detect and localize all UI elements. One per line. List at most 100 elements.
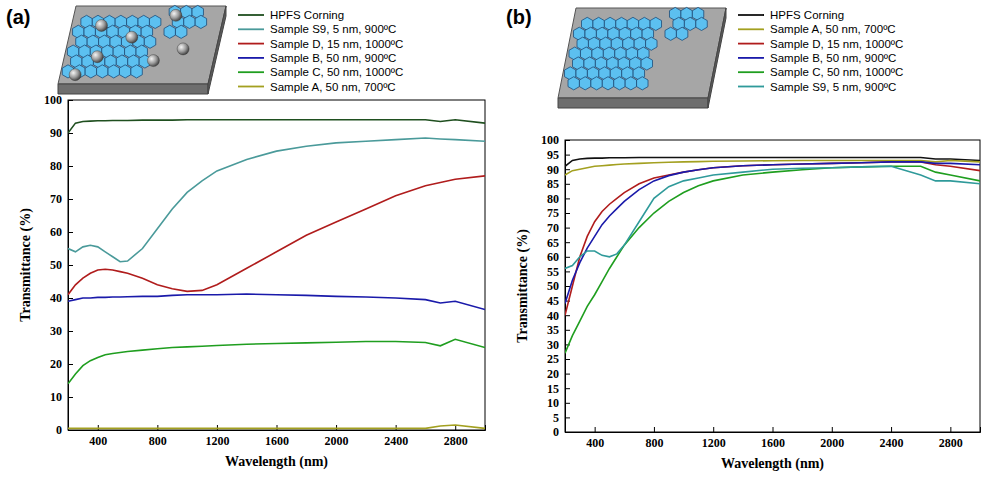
- y-tick: 95: [547, 148, 570, 162]
- y-tick-mark: [565, 198, 570, 199]
- y-tick: 10: [50, 390, 73, 404]
- y-tick-label: 35: [547, 323, 559, 337]
- y-tick: 70: [547, 221, 570, 235]
- substrate-top: [58, 6, 226, 84]
- series-line: [565, 162, 980, 304]
- y-tick-mark: [68, 232, 73, 233]
- y-tick: 60: [50, 225, 73, 239]
- y-tick: 65: [547, 236, 570, 250]
- x-tick-label: 2400: [880, 436, 904, 450]
- y-tick-mark: [68, 298, 73, 299]
- x-tick-mark: [891, 427, 892, 432]
- substrate-illustration: [58, 5, 226, 94]
- y-tick-label: 80: [50, 159, 62, 173]
- x-tick-label: 1600: [265, 434, 289, 448]
- legend-swatch: [238, 57, 264, 59]
- y-tick-label: 10: [547, 396, 559, 410]
- series-line: [565, 162, 980, 315]
- y-axis-title: Transmittance (%): [515, 229, 531, 343]
- y-tick-mark: [68, 265, 73, 266]
- legend-label: HPFS Corning: [270, 9, 344, 21]
- y-tick: 20: [547, 367, 570, 381]
- legend-swatch: [238, 43, 264, 45]
- legend-label: Sample B, 50 nm, 900ºC: [770, 52, 896, 64]
- x-tick-mark: [950, 427, 951, 432]
- legend-swatch: [238, 86, 264, 88]
- y-tick-label: 25: [547, 352, 559, 366]
- x-tick-label: 2800: [444, 434, 468, 448]
- y-tick-mark: [68, 331, 73, 332]
- hexagon-flake: [184, 15, 195, 28]
- substrate-top: [558, 8, 726, 98]
- x-tick: 800: [645, 427, 663, 450]
- hexagon-flake: [85, 65, 96, 78]
- x-tick-label: 2400: [384, 434, 408, 448]
- legend-swatch: [738, 57, 764, 59]
- y-axis: 0102030405060708090100: [44, 93, 73, 437]
- y-tick-mark: [68, 199, 73, 200]
- y-tick-mark: [565, 271, 570, 272]
- nanoparticle: [170, 9, 182, 21]
- y-tick-label: 60: [547, 250, 559, 264]
- series-line: [68, 339, 485, 384]
- y-tick-mark: [565, 359, 570, 360]
- plot-frame: [68, 100, 485, 430]
- legend: HPFS CorningSample S9, 5 nm, 900ºCSample…: [238, 9, 403, 93]
- hexagon-flake: [164, 25, 175, 38]
- y-tick-label: 90: [50, 126, 62, 140]
- y-tick-label: 45: [547, 294, 559, 308]
- series-line: [565, 166, 980, 353]
- y-tick-mark: [565, 330, 570, 331]
- x-tick: 2800: [444, 425, 468, 448]
- x-axis: 40080012001600200024002800: [566, 427, 981, 450]
- y-tick-mark: [68, 397, 73, 398]
- y-tick-label: 60: [50, 225, 62, 239]
- y-axis-line: [566, 141, 571, 433]
- y-tick: 70: [50, 192, 73, 206]
- x-tick-mark: [713, 427, 714, 432]
- nanoparticle: [69, 69, 81, 81]
- y-tick-mark: [565, 169, 570, 170]
- y-tick-label: 20: [547, 367, 559, 381]
- x-tick-mark: [832, 427, 833, 432]
- y-tick-label: 30: [547, 338, 559, 352]
- plot-frame: [565, 140, 980, 432]
- y-tick-mark: [565, 403, 570, 404]
- x-tick: 2400: [880, 427, 904, 450]
- hexagon-flake: [637, 77, 648, 90]
- y-tick: 85: [547, 177, 570, 191]
- y-axis: 0510152025303540455055606570758085909510…: [541, 133, 570, 439]
- y-tick-mark: [565, 213, 570, 214]
- nanoparticle: [177, 43, 189, 55]
- hexagon-flake: [149, 15, 160, 28]
- y-tick-label: 75: [547, 206, 559, 220]
- y-tick-mark: [565, 432, 570, 433]
- x-tick: 400: [586, 427, 604, 450]
- y-tick-label: 10: [50, 390, 62, 404]
- y-tick-label: 40: [50, 291, 62, 305]
- series-line: [565, 166, 980, 268]
- legend-label: Sample B, 50 nm, 900ºC: [270, 52, 396, 64]
- substrate-front: [558, 98, 708, 108]
- y-tick: 15: [547, 382, 570, 396]
- series-line: [68, 425, 485, 428]
- substrate-side: [708, 8, 726, 108]
- hexagon-flake: [646, 37, 657, 50]
- x-tick-mark: [336, 425, 337, 430]
- y-tick: 90: [50, 126, 73, 140]
- hexagon-flake: [195, 15, 206, 28]
- hexagon-flake: [696, 17, 707, 30]
- x-tick: 2800: [939, 427, 963, 450]
- y-tick: 55: [547, 265, 570, 279]
- x-axis-title: Wavelength (nm): [225, 454, 328, 470]
- legend-swatch: [738, 86, 764, 88]
- y-tick-label: 100: [541, 133, 559, 147]
- panel: (b)4008001200160020002400280005101520253…: [506, 6, 981, 472]
- hexagon-flake: [144, 35, 155, 48]
- x-tick-mark: [773, 427, 774, 432]
- y-tick-mark: [565, 155, 570, 156]
- y-tick: 75: [547, 206, 570, 220]
- y-tick-label: 95: [547, 148, 559, 162]
- y-tick-label: 50: [547, 279, 559, 293]
- nanoparticle: [126, 31, 138, 43]
